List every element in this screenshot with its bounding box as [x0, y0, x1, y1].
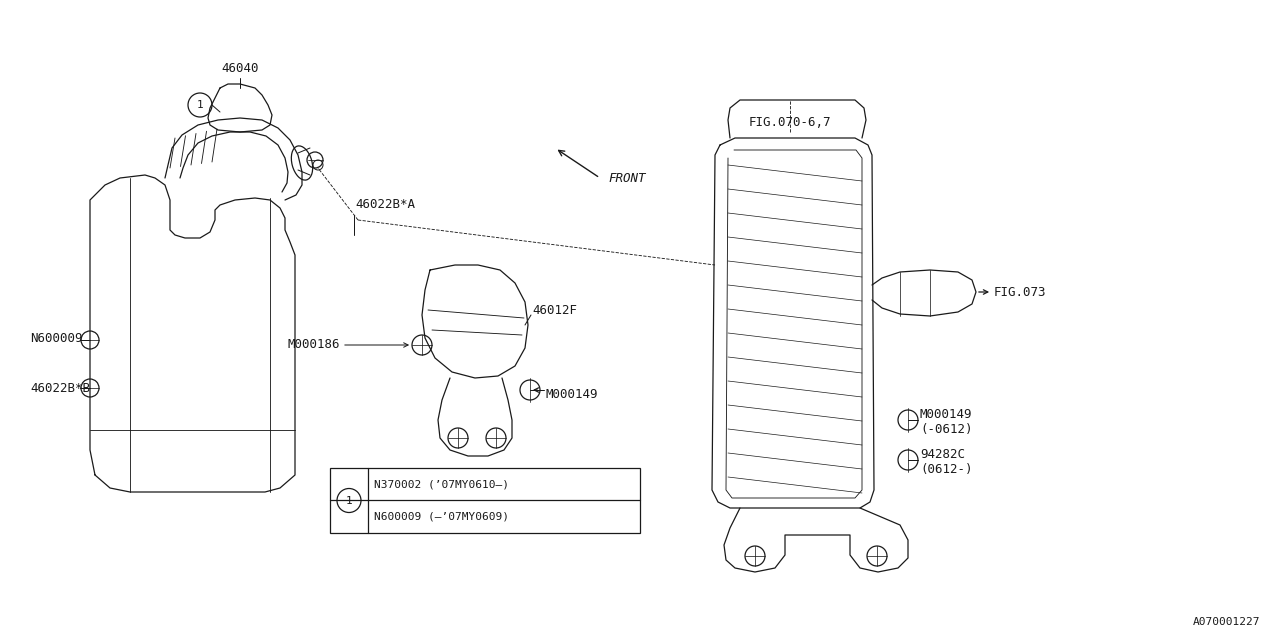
Text: 94282C: 94282C — [920, 449, 965, 461]
Text: M000186: M000186 — [288, 339, 340, 351]
Bar — [330, 468, 640, 533]
Text: 1: 1 — [197, 100, 204, 110]
Text: M000149: M000149 — [545, 388, 598, 401]
Text: 46012F: 46012F — [532, 303, 577, 317]
Text: N370002 (’07MY0610–): N370002 (’07MY0610–) — [374, 479, 509, 489]
Text: (0612-): (0612-) — [920, 463, 973, 477]
Text: N600009: N600009 — [29, 332, 82, 344]
Text: 46022B*B: 46022B*B — [29, 381, 90, 394]
Text: N600009 (–’07MY0609): N600009 (–’07MY0609) — [374, 512, 509, 522]
Text: 1: 1 — [346, 495, 352, 506]
Text: (-0612): (-0612) — [920, 424, 973, 436]
Text: FIG.073: FIG.073 — [995, 285, 1047, 298]
Text: 46040: 46040 — [221, 61, 259, 74]
Text: M000149: M000149 — [920, 408, 973, 422]
Text: FRONT: FRONT — [608, 172, 645, 184]
Text: 46022B*A: 46022B*A — [355, 198, 415, 211]
Text: A070001227: A070001227 — [1193, 617, 1260, 627]
Text: FIG.070-6,7: FIG.070-6,7 — [749, 115, 831, 129]
